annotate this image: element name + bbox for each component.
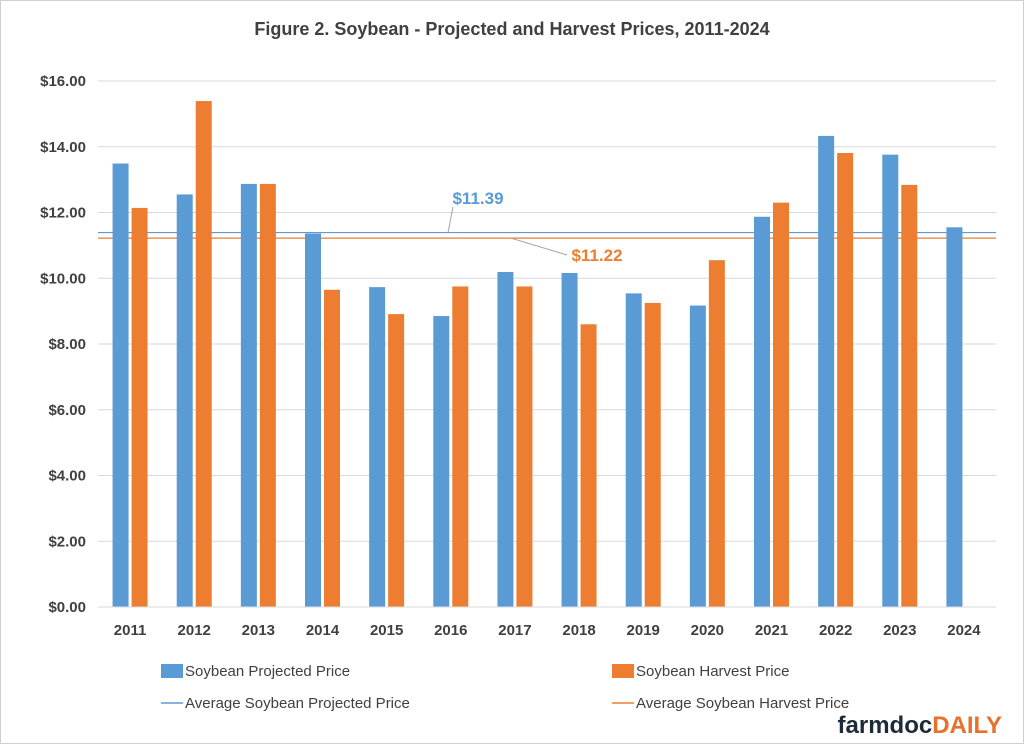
- bar-harvest-2012: [195, 101, 212, 608]
- bar-harvest-2013: [259, 183, 276, 607]
- y-tick-label: $4.00: [48, 468, 86, 485]
- bar-projected-2012: [176, 194, 193, 607]
- farmdoc-daily-logo: farmdocDAILY: [838, 712, 1002, 739]
- gridlines: [98, 80, 996, 608]
- y-tick-label: $10.00: [40, 270, 86, 287]
- bar-projected-2019: [625, 293, 642, 607]
- x-tick-label: 2024: [947, 622, 981, 639]
- x-tick-label: 2018: [562, 622, 595, 639]
- bar-projected-2020: [689, 305, 706, 607]
- x-tick-label: 2022: [819, 622, 852, 639]
- bar-harvest-2022: [837, 152, 854, 607]
- x-tick-label: 2014: [306, 622, 340, 639]
- bar-harvest-2015: [388, 314, 405, 607]
- bar-projected-2021: [754, 216, 770, 607]
- bar-projected-2013: [240, 183, 257, 607]
- bar-harvest-2020: [708, 260, 725, 607]
- chart-title: Figure 2. Soybean - Projected and Harves…: [254, 19, 769, 39]
- bar-harvest-2018: [580, 324, 597, 607]
- bar-harvest-2016: [452, 286, 469, 607]
- y-tick-label: $6.00: [48, 402, 86, 419]
- svg-text:farmdocDAILY: farmdocDAILY: [838, 712, 1002, 739]
- callout-leader: [447, 206, 454, 233]
- legend-label: Average Soybean Projected Price: [185, 695, 410, 712]
- bar-harvest-2017: [516, 286, 533, 607]
- x-tick-label: 2017: [498, 622, 531, 639]
- x-axis: 2011 2012 2013 2014 2015 2016 2017 2018 2019 2020…: [98, 606, 996, 639]
- avg-projected-label: $11.39: [452, 189, 503, 208]
- callout-leader: [510, 237, 568, 256]
- legend-avg-harvest: Average Soybean Harvest Price: [612, 695, 849, 712]
- y-tick-label: $12.00: [40, 205, 86, 222]
- legend: Soybean Projected Price Soybean Harvest P…: [161, 663, 849, 712]
- x-tick-label: 2021: [755, 622, 788, 639]
- x-tick-label: 2020: [691, 622, 724, 639]
- legend-harvest-price: Soybean Harvest Price: [612, 663, 789, 680]
- bar-projected-2015: [369, 287, 386, 607]
- logo-farmdoc: farmdoc: [838, 712, 933, 739]
- bar-harvest-2014: [324, 289, 340, 607]
- reference-lines: $11.39 $11.22: [98, 189, 996, 265]
- y-tick-label: $8.00: [48, 336, 86, 353]
- avg-harvest-label: $11.22: [571, 246, 622, 265]
- bars: [112, 101, 963, 608]
- x-tick-label: 2015: [370, 622, 403, 639]
- x-tick-label: 2023: [883, 622, 916, 639]
- x-tick-label: 2013: [242, 622, 275, 639]
- y-tick-label: $16.00: [40, 73, 86, 90]
- bar-projected-2018: [561, 272, 578, 607]
- bar-projected-2011: [112, 163, 129, 608]
- x-tick-label: 2012: [178, 622, 211, 639]
- bar-harvest-2019: [644, 302, 661, 607]
- bar-harvest-2023: [901, 184, 918, 607]
- legend-projected-price: Soybean Projected Price: [161, 663, 350, 680]
- legend-swatch: [161, 664, 183, 678]
- logo-daily: DAILY: [932, 712, 1002, 739]
- y-tick-label: $0.00: [48, 599, 86, 616]
- bar-harvest-2021: [773, 202, 789, 607]
- x-tick-label: 2011: [114, 622, 147, 639]
- bar-projected-2014: [305, 233, 321, 608]
- legend-swatch: [612, 664, 634, 678]
- bar-projected-2023: [882, 154, 899, 607]
- legend-label: Soybean Projected Price: [185, 663, 350, 680]
- legend-avg-projected: Average Soybean Projected Price: [161, 695, 410, 712]
- bar-projected-2016: [433, 316, 450, 607]
- bar-projected-2024: [946, 227, 963, 607]
- x-tick-label: 2016: [434, 622, 467, 639]
- bar-harvest-2011: [131, 207, 148, 607]
- y-tick-label: $14.00: [40, 139, 86, 156]
- x-tick-label: 2019: [627, 622, 660, 639]
- bar-projected-2022: [818, 135, 835, 607]
- legend-label: Average Soybean Harvest Price: [636, 695, 849, 712]
- y-axis: $0.00 $2.00 $4.00 $6.00 $8.00 $10.00 $12.00 $14…: [40, 73, 86, 616]
- legend-label: Soybean Harvest Price: [636, 663, 789, 680]
- bar-projected-2017: [497, 272, 514, 607]
- y-tick-label: $2.00: [48, 533, 86, 550]
